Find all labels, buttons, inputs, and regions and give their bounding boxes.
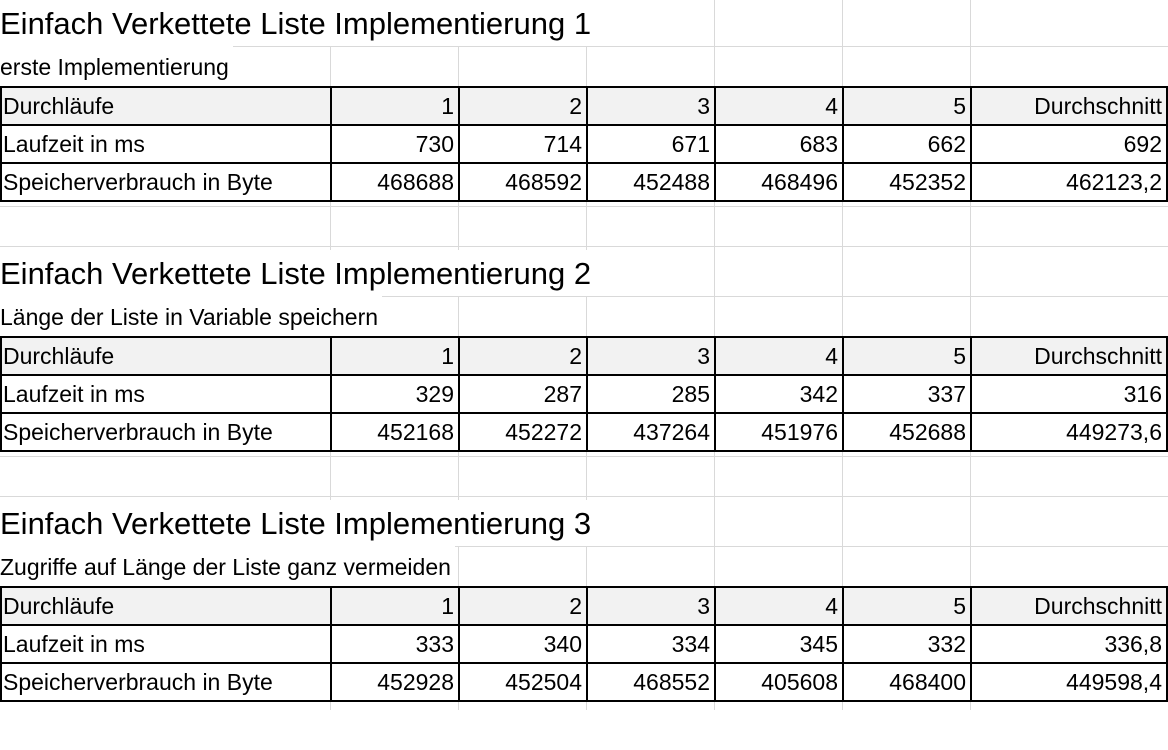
header-cell[interactable]: Durchschnitt bbox=[970, 86, 1168, 126]
average-cell[interactable]: 462123,2 bbox=[970, 162, 1168, 202]
header-cell[interactable]: Durchschnitt bbox=[970, 586, 1168, 626]
implementation-section-3: Einfach Verkettete Liste Implementierung… bbox=[0, 500, 1168, 750]
section-title[interactable]: Einfach Verkettete Liste Implementierung… bbox=[0, 0, 596, 46]
average-cell[interactable]: 449273,6 bbox=[970, 412, 1168, 452]
value-cell[interactable]: 452928 bbox=[330, 662, 460, 702]
value-cell[interactable]: 340 bbox=[458, 624, 588, 664]
table-header-row: Durchläufe 1 2 3 4 5 Durchschnitt bbox=[0, 336, 1168, 376]
table-header-row: Durchläufe 1 2 3 4 5 Durchschnitt bbox=[0, 86, 1168, 126]
value-cell[interactable]: 337 bbox=[842, 374, 972, 414]
value-cell[interactable]: 671 bbox=[586, 124, 716, 164]
section-title[interactable]: Einfach Verkettete Liste Implementierung… bbox=[0, 500, 596, 546]
value-cell[interactable]: 730 bbox=[330, 124, 460, 164]
header-cell[interactable]: 3 bbox=[586, 336, 716, 376]
value-cell[interactable]: 287 bbox=[458, 374, 588, 414]
row-label-cell[interactable]: Laufzeit in ms bbox=[0, 124, 332, 164]
header-cell[interactable]: 2 bbox=[458, 336, 588, 376]
value-cell[interactable]: 662 bbox=[842, 124, 972, 164]
value-cell[interactable]: 452488 bbox=[586, 162, 716, 202]
section-subtitle[interactable]: erste Implementierung bbox=[0, 46, 233, 86]
results-table: Durchläufe 1 2 3 4 5 Durchschnitt Laufze… bbox=[0, 586, 1168, 702]
header-cell[interactable]: 5 bbox=[842, 586, 972, 626]
header-cell[interactable]: 2 bbox=[458, 586, 588, 626]
value-cell[interactable]: 468592 bbox=[458, 162, 588, 202]
header-cell[interactable]: Durchläufe bbox=[0, 336, 332, 376]
header-cell[interactable]: 4 bbox=[714, 86, 844, 126]
table-row: Laufzeit in ms 329 287 285 342 337 316 bbox=[0, 374, 1168, 414]
value-cell[interactable]: 452688 bbox=[842, 412, 972, 452]
header-cell[interactable]: 3 bbox=[586, 586, 716, 626]
value-cell[interactable]: 468688 bbox=[330, 162, 460, 202]
header-cell[interactable]: 4 bbox=[714, 586, 844, 626]
value-cell[interactable]: 332 bbox=[842, 624, 972, 664]
value-cell[interactable]: 333 bbox=[330, 624, 460, 664]
row-label-cell[interactable]: Laufzeit in ms bbox=[0, 374, 332, 414]
row-label-cell[interactable]: Speicherverbrauch in Byte bbox=[0, 662, 332, 702]
header-cell[interactable]: 3 bbox=[586, 86, 716, 126]
header-cell[interactable]: 5 bbox=[842, 86, 972, 126]
table-row: Speicherverbrauch in Byte 452928 452504 … bbox=[0, 662, 1168, 702]
header-cell[interactable]: Durchschnitt bbox=[970, 336, 1168, 376]
value-cell[interactable]: 285 bbox=[586, 374, 716, 414]
section-subtitle[interactable]: Zugriffe auf Länge der Liste ganz vermei… bbox=[0, 546, 455, 586]
gridline bbox=[0, 496, 1168, 497]
header-cell[interactable]: 5 bbox=[842, 336, 972, 376]
row-label-cell[interactable]: Laufzeit in ms bbox=[0, 624, 332, 664]
value-cell[interactable]: 468400 bbox=[842, 662, 972, 702]
gridline bbox=[0, 246, 1168, 247]
average-cell[interactable]: 336,8 bbox=[970, 624, 1168, 664]
gridline bbox=[0, 546, 1168, 547]
results-table: Durchläufe 1 2 3 4 5 Durchschnitt Laufze… bbox=[0, 336, 1168, 452]
value-cell[interactable]: 468552 bbox=[586, 662, 716, 702]
header-cell[interactable]: Durchläufe bbox=[0, 86, 332, 126]
value-cell[interactable]: 345 bbox=[714, 624, 844, 664]
header-cell[interactable]: 4 bbox=[714, 336, 844, 376]
value-cell[interactable]: 437264 bbox=[586, 412, 716, 452]
value-cell[interactable]: 452168 bbox=[330, 412, 460, 452]
gridline bbox=[0, 206, 1168, 207]
gridline bbox=[0, 46, 1168, 47]
results-table: Durchläufe 1 2 3 4 5 Durchschnitt Laufze… bbox=[0, 86, 1168, 202]
value-cell[interactable]: 452352 bbox=[842, 162, 972, 202]
table-header-row: Durchläufe 1 2 3 4 5 Durchschnitt bbox=[0, 586, 1168, 626]
table-row: Laufzeit in ms 730 714 671 683 662 692 bbox=[0, 124, 1168, 164]
header-cell[interactable]: 1 bbox=[330, 586, 460, 626]
header-cell[interactable]: 1 bbox=[330, 336, 460, 376]
gridline bbox=[0, 456, 1168, 457]
row-label-cell[interactable]: Speicherverbrauch in Byte bbox=[0, 412, 332, 452]
value-cell[interactable]: 334 bbox=[586, 624, 716, 664]
value-cell[interactable]: 451976 bbox=[714, 412, 844, 452]
table-row: Speicherverbrauch in Byte 452168 452272 … bbox=[0, 412, 1168, 452]
average-cell[interactable]: 316 bbox=[970, 374, 1168, 414]
implementation-section-1: Einfach Verkettete Liste Implementierung… bbox=[0, 0, 1168, 250]
value-cell[interactable]: 342 bbox=[714, 374, 844, 414]
row-label-cell[interactable]: Speicherverbrauch in Byte bbox=[0, 162, 332, 202]
table-row: Speicherverbrauch in Byte 468688 468592 … bbox=[0, 162, 1168, 202]
section-title[interactable]: Einfach Verkettete Liste Implementierung… bbox=[0, 250, 596, 296]
implementation-section-2: Einfach Verkettete Liste Implementierung… bbox=[0, 250, 1168, 500]
average-cell[interactable]: 449598,4 bbox=[970, 662, 1168, 702]
value-cell[interactable]: 683 bbox=[714, 124, 844, 164]
section-subtitle[interactable]: Länge der Liste in Variable speichern bbox=[0, 296, 383, 336]
average-cell[interactable]: 692 bbox=[970, 124, 1168, 164]
value-cell[interactable]: 329 bbox=[330, 374, 460, 414]
value-cell[interactable]: 405608 bbox=[714, 662, 844, 702]
gridline bbox=[0, 296, 1168, 297]
header-cell[interactable]: 2 bbox=[458, 86, 588, 126]
value-cell[interactable]: 452272 bbox=[458, 412, 588, 452]
table-row: Laufzeit in ms 333 340 334 345 332 336,8 bbox=[0, 624, 1168, 664]
value-cell[interactable]: 714 bbox=[458, 124, 588, 164]
header-cell[interactable]: Durchläufe bbox=[0, 586, 332, 626]
value-cell[interactable]: 468496 bbox=[714, 162, 844, 202]
header-cell[interactable]: 1 bbox=[330, 86, 460, 126]
value-cell[interactable]: 452504 bbox=[458, 662, 588, 702]
